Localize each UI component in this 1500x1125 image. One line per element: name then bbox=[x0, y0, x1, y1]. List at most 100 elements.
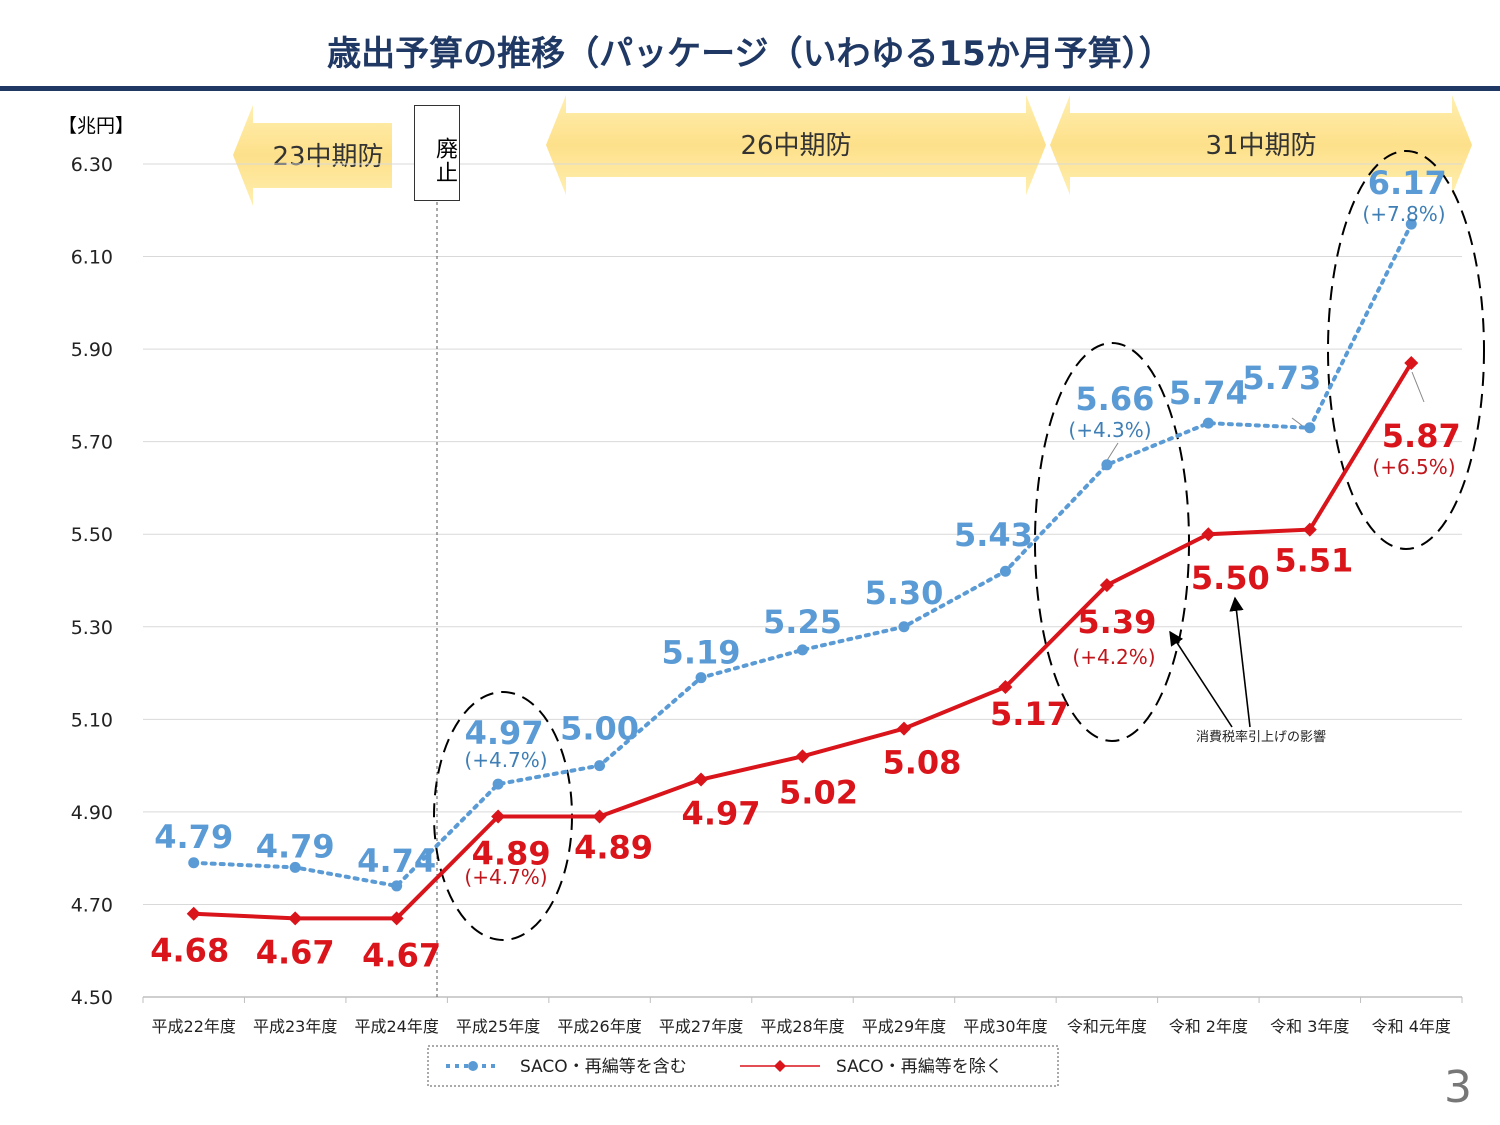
y-tick-label: 5.30 bbox=[71, 617, 113, 639]
y-tick-label: 5.90 bbox=[71, 339, 113, 361]
data-point-blue bbox=[797, 644, 808, 656]
legend-label-blue: SACO・再編等を含む bbox=[520, 1057, 687, 1077]
data-point-blue bbox=[1202, 417, 1214, 429]
note-arrow bbox=[1169, 630, 1233, 728]
period-arrow-26 bbox=[546, 95, 1046, 195]
y-tick-label: 4.90 bbox=[71, 802, 113, 824]
data-label-red: 5.08 bbox=[882, 744, 961, 782]
x-tick-label: 平成28年度 bbox=[760, 1017, 844, 1036]
x-tick-label: 平成23年度 bbox=[253, 1017, 337, 1036]
data-point-blue bbox=[1405, 218, 1417, 230]
growth-annotation: (+4.2%) bbox=[1072, 645, 1155, 669]
x-tick-label: 令和 4年度 bbox=[1372, 1017, 1451, 1036]
data-label-blue: 4.74 bbox=[357, 842, 436, 880]
data-point-blue bbox=[695, 672, 707, 684]
period-arrow-label: 31中期防 bbox=[1205, 131, 1316, 161]
data-label-blue: 5.73 bbox=[1242, 359, 1321, 397]
data-point-red bbox=[1302, 522, 1317, 537]
y-tick-label: 6.10 bbox=[71, 247, 113, 269]
data-label-red: 5.39 bbox=[1077, 603, 1156, 641]
data-label-blue: 4.79 bbox=[256, 827, 335, 865]
data-label-blue: 5.19 bbox=[662, 634, 741, 672]
x-tick-label: 平成26年度 bbox=[557, 1017, 641, 1036]
x-tick-label: 平成30年度 bbox=[963, 1017, 1047, 1036]
data-label-red: 4.89 bbox=[574, 829, 653, 867]
y-tick-label: 6.30 bbox=[71, 154, 113, 176]
data-label-blue: 5.25 bbox=[763, 603, 842, 641]
abolished-label: 廃止 bbox=[432, 137, 457, 185]
data-point-red bbox=[896, 721, 911, 736]
growth-annotation: (+7.8%) bbox=[1362, 202, 1445, 226]
x-tick-label: 平成22年度 bbox=[152, 1017, 236, 1036]
y-tick-label: 5.10 bbox=[71, 709, 113, 731]
x-tick-label: 平成29年度 bbox=[862, 1017, 946, 1036]
data-label-red: 5.50 bbox=[1191, 559, 1270, 597]
legend-marker-blue bbox=[468, 1061, 478, 1071]
data-label-blue: 4.97 bbox=[465, 714, 544, 752]
data-label-red: 4.89 bbox=[472, 835, 551, 873]
growth-annotation: (+4.7%) bbox=[464, 748, 547, 772]
data-label-red: 5.51 bbox=[1274, 542, 1353, 580]
data-point-red bbox=[592, 809, 607, 824]
data-label-blue: 4.79 bbox=[154, 818, 233, 856]
data-point-blue bbox=[391, 880, 403, 892]
period-arrow-31 bbox=[1050, 95, 1472, 195]
x-tick-label: 令和 2年度 bbox=[1169, 1017, 1248, 1036]
data-point-red bbox=[998, 679, 1013, 694]
title-divider bbox=[0, 86, 1500, 91]
note-text: 消費税率引上げの影響 bbox=[1196, 729, 1326, 745]
data-label-red: 4.68 bbox=[150, 932, 229, 970]
period-arrow-label: 26中期防 bbox=[740, 131, 851, 161]
data-label-red: 5.17 bbox=[990, 695, 1069, 733]
data-point-red bbox=[1099, 578, 1114, 593]
x-tick-label: 令和元年度 bbox=[1067, 1017, 1147, 1036]
data-point-blue bbox=[1101, 459, 1113, 471]
data-point-blue bbox=[492, 778, 504, 790]
data-label-red: 4.67 bbox=[256, 933, 335, 971]
growth-annotation: (+4.7%) bbox=[464, 865, 547, 889]
page-number: 3 bbox=[1444, 1062, 1472, 1113]
abolished-marker-box: 廃止 bbox=[414, 105, 460, 201]
data-point-blue bbox=[999, 565, 1011, 577]
leader-line bbox=[1105, 442, 1119, 463]
data-point-red bbox=[795, 749, 810, 764]
data-point-blue bbox=[289, 861, 301, 873]
growth-annotation: (+6.5%) bbox=[1372, 455, 1455, 479]
y-tick-label: 5.70 bbox=[71, 432, 113, 454]
data-label-blue: 5.43 bbox=[954, 516, 1033, 554]
data-point-red bbox=[186, 906, 201, 921]
growth-annotation: (+4.3%) bbox=[1068, 418, 1151, 442]
data-point-red bbox=[1404, 355, 1419, 370]
period-arrow-label: 23中期防 bbox=[272, 142, 383, 172]
data-point-blue bbox=[1304, 422, 1316, 434]
data-point-blue bbox=[594, 760, 606, 772]
y-tick-label: 5.50 bbox=[71, 524, 113, 546]
data-label-blue: 5.66 bbox=[1075, 380, 1154, 418]
data-point-red bbox=[491, 809, 506, 824]
highlight-ellipse bbox=[1327, 150, 1485, 550]
x-tick-label: 平成27年度 bbox=[659, 1017, 743, 1036]
data-label-red: 5.02 bbox=[779, 773, 858, 811]
data-label-blue: 6.17 bbox=[1368, 164, 1447, 202]
legend-label-red: SACO・再編等を除く bbox=[836, 1057, 1003, 1077]
data-label-blue: 5.74 bbox=[1169, 374, 1248, 412]
data-label-red: 4.97 bbox=[682, 794, 761, 832]
y-tick-label: 4.50 bbox=[71, 987, 113, 1009]
data-label-red: 4.67 bbox=[362, 936, 441, 974]
data-label-red: 5.87 bbox=[1382, 417, 1461, 455]
x-tick-label: 平成24年度 bbox=[354, 1017, 438, 1036]
data-point-red bbox=[694, 772, 709, 787]
data-point-red bbox=[389, 911, 404, 926]
data-point-blue bbox=[898, 621, 910, 633]
leader-line bbox=[1411, 371, 1425, 403]
page-title: 歳出予算の推移（パッケージ（いわゆる15か月予算）） bbox=[327, 34, 1173, 74]
y-tick-label: 4.70 bbox=[71, 894, 113, 916]
note-arrow bbox=[1229, 596, 1251, 728]
legend-marker-red bbox=[774, 1060, 786, 1072]
x-tick-label: 令和 3年度 bbox=[1270, 1017, 1349, 1036]
period-arrow-23 bbox=[233, 105, 392, 206]
data-point-blue bbox=[188, 857, 200, 869]
y-axis-unit-label: 【兆円】 bbox=[58, 115, 135, 137]
data-point-red bbox=[1201, 527, 1216, 542]
